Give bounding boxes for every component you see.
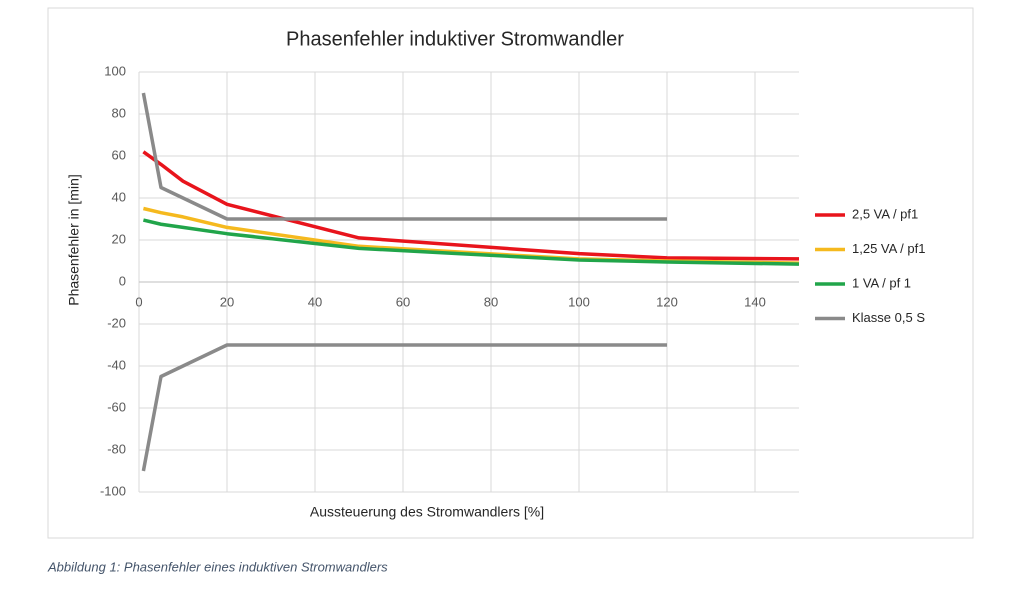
x-tick-label: 20: [220, 294, 234, 309]
x-axis-title: Aussteuerung des Stromwandlers [%]: [310, 504, 544, 520]
legend-label: 2,5 VA / pf1: [852, 206, 918, 221]
x-tick-label: 140: [744, 294, 766, 309]
chart-frame: [47, 7, 974, 539]
legend-label: 1 VA / pf 1: [852, 275, 911, 290]
y-tick-label: 100: [104, 63, 126, 78]
y-tick-label: 40: [112, 189, 126, 204]
x-tick-label: 100: [568, 294, 590, 309]
y-tick-label: 60: [112, 147, 126, 162]
x-tick-label: 40: [308, 294, 322, 309]
series-line: [142, 218, 800, 266]
series-line: [141, 92, 667, 472]
x-tick-label: 80: [484, 294, 498, 309]
y-tick-label: 20: [112, 231, 126, 246]
legend-label: Klasse 0,5 S: [852, 310, 925, 325]
y-tick-label: -60: [107, 399, 126, 414]
y-tick-label: -100: [100, 483, 126, 498]
x-tick-label: 0: [135, 294, 142, 309]
caption: Abbildung 1: Phasenfehler eines induktiv…: [47, 559, 388, 574]
chart-title: Phasenfehler induktiver Stromwandler: [286, 28, 624, 50]
y-tick-label: 80: [112, 105, 126, 120]
y-tick-label: -20: [107, 315, 126, 330]
series-line: [142, 150, 800, 261]
x-tick-label: 120: [656, 294, 678, 309]
y-tick-label: -40: [107, 357, 126, 372]
y-tick-label: 0: [119, 273, 126, 288]
legend-label: 1,25 VA / pf1: [852, 241, 925, 256]
y-tick-label: -80: [107, 441, 126, 456]
x-tick-label: 60: [396, 294, 410, 309]
y-axis-title: Phasenfehler in [min]: [66, 174, 82, 306]
